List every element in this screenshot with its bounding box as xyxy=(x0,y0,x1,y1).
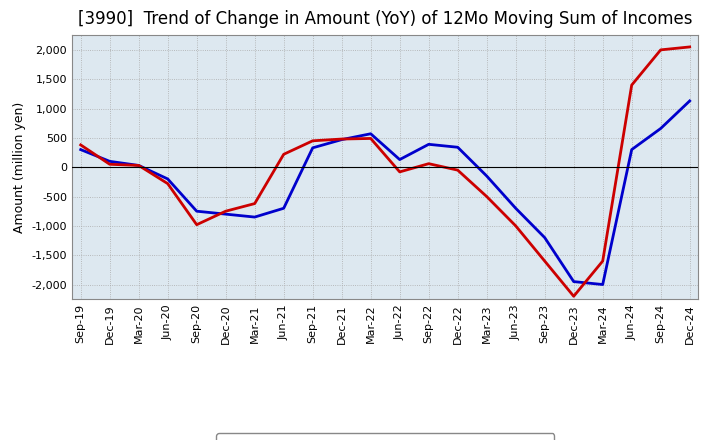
Ordinary Income xyxy=(105,159,114,164)
Ordinary Income xyxy=(482,173,491,179)
Ordinary Income xyxy=(251,214,259,220)
Net Income xyxy=(338,136,346,142)
Ordinary Income xyxy=(570,279,578,284)
Net Income xyxy=(163,181,172,186)
Ordinary Income xyxy=(511,205,520,211)
Net Income xyxy=(105,161,114,167)
Net Income xyxy=(135,163,143,168)
Ordinary Income xyxy=(163,176,172,182)
Y-axis label: Amount (million yen): Amount (million yen) xyxy=(13,102,26,233)
Net Income xyxy=(570,293,578,299)
Net Income xyxy=(395,169,404,175)
Net Income xyxy=(482,194,491,199)
Net Income xyxy=(279,152,288,157)
Ordinary Income xyxy=(685,98,694,103)
Ordinary Income xyxy=(192,209,201,214)
Net Income xyxy=(685,44,694,50)
Net Income xyxy=(627,82,636,88)
Net Income xyxy=(424,161,433,166)
Ordinary Income xyxy=(279,205,288,211)
Ordinary Income xyxy=(366,131,375,136)
Net Income xyxy=(366,136,375,141)
Ordinary Income xyxy=(657,126,665,131)
Ordinary Income xyxy=(454,145,462,150)
Legend: Ordinary Income, Net Income: Ordinary Income, Net Income xyxy=(216,433,554,440)
Net Income xyxy=(454,168,462,173)
Net Income xyxy=(251,201,259,206)
Net Income xyxy=(541,258,549,264)
Net Income xyxy=(221,209,230,214)
Ordinary Income xyxy=(424,142,433,147)
Ordinary Income xyxy=(135,163,143,168)
Ordinary Income xyxy=(76,147,85,152)
Ordinary Income xyxy=(395,157,404,162)
Ordinary Income xyxy=(598,282,607,287)
Net Income xyxy=(511,223,520,228)
Line: Ordinary Income: Ordinary Income xyxy=(81,101,690,285)
Net Income xyxy=(76,142,85,147)
Net Income xyxy=(308,138,317,143)
Ordinary Income xyxy=(308,145,317,150)
Ordinary Income xyxy=(338,137,346,142)
Ordinary Income xyxy=(627,147,636,152)
Ordinary Income xyxy=(541,235,549,240)
Ordinary Income xyxy=(221,212,230,217)
Net Income xyxy=(657,47,665,52)
Title: [3990]  Trend of Change in Amount (YoY) of 12Mo Moving Sum of Incomes: [3990] Trend of Change in Amount (YoY) o… xyxy=(78,10,693,28)
Line: Net Income: Net Income xyxy=(81,47,690,296)
Net Income xyxy=(598,258,607,264)
Net Income xyxy=(192,222,201,227)
